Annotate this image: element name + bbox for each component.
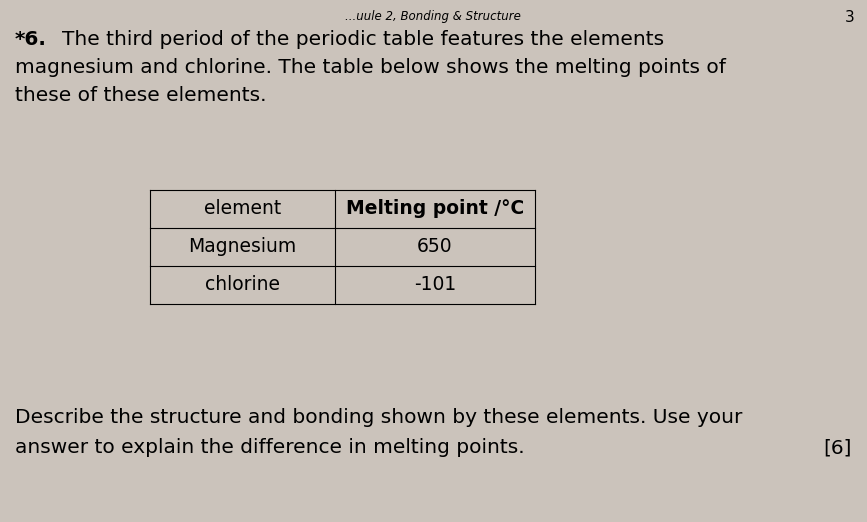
- Text: these of these elements.: these of these elements.: [15, 86, 266, 105]
- Text: The third period of the periodic table features the elements: The third period of the periodic table f…: [62, 30, 664, 49]
- Text: [6]: [6]: [824, 438, 852, 457]
- Text: Describe the structure and bonding shown by these elements. Use your: Describe the structure and bonding shown…: [15, 408, 742, 427]
- Text: element: element: [204, 199, 281, 219]
- Text: Magnesium: Magnesium: [188, 238, 297, 256]
- Text: 650: 650: [417, 238, 453, 256]
- Text: 3: 3: [845, 10, 855, 25]
- Text: ...uule 2, Bonding & Structure: ...uule 2, Bonding & Structure: [345, 10, 521, 23]
- Text: *6.: *6.: [15, 30, 47, 49]
- Text: magnesium and chlorine. The table below shows the melting points of: magnesium and chlorine. The table below …: [15, 58, 726, 77]
- Text: answer to explain the difference in melting points.: answer to explain the difference in melt…: [15, 438, 525, 457]
- Text: Melting point /°C: Melting point /°C: [346, 199, 525, 219]
- Text: -101: -101: [414, 276, 456, 294]
- Text: chlorine: chlorine: [205, 276, 280, 294]
